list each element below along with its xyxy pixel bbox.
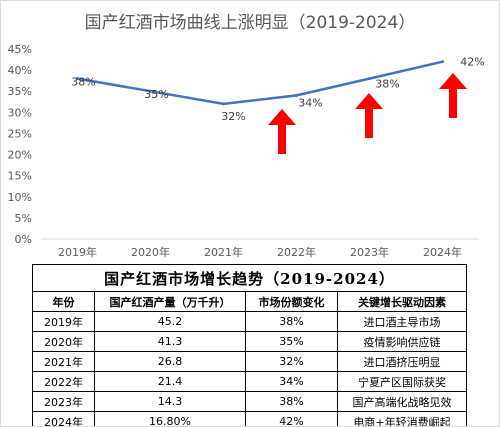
- data-point: [295, 93, 298, 97]
- table-cell: 2023年: [32, 391, 95, 412]
- data-table: 国产红酒市场增长趋势（2019-2024） 年份 国产红酒产量（万千升） 市场份…: [31, 264, 468, 426]
- x-tick-label: 2021年: [204, 245, 243, 259]
- y-tick-label: 35%: [8, 85, 32, 98]
- table-cell: 42%: [245, 411, 338, 426]
- table-cell: 国产高端化战略见效: [336, 391, 468, 412]
- chart-plot: 0% 5% 10% 15% 20% 25% 30% 35% 40% 45% 2019年 2020年 20…: [8, 43, 485, 259]
- data-label: 38%: [375, 78, 399, 91]
- y-tick-label: 45%: [8, 43, 32, 56]
- y-tick-label: 0%: [15, 233, 32, 246]
- series-line: [77, 60, 443, 106]
- table-cell: 进口酒主导市场: [336, 311, 468, 332]
- table-cell: 32%: [245, 351, 338, 372]
- y-tick-label: 30%: [8, 106, 32, 119]
- table-row: 2020年 41.3 35% 疫情影响供应链: [32, 331, 468, 352]
- table-cell: 2021年: [32, 351, 95, 372]
- table-cell: 21.4: [94, 371, 246, 392]
- data-label: 38%: [71, 76, 95, 89]
- x-tick-label: 2022年: [277, 245, 316, 259]
- table-header-row: 年份 国产红酒产量（万千升） 市场份额变化 关键增长驱动因素: [32, 291, 468, 312]
- table-cell: 2022年: [32, 371, 95, 392]
- up-arrow-icon: [268, 109, 296, 154]
- y-tick-label: 10%: [8, 191, 32, 204]
- table-cell: 16.80%: [94, 411, 246, 426]
- table-cell: 26.8: [94, 351, 246, 372]
- y-tick-label: 25%: [8, 127, 32, 140]
- x-tick-label: 2019年: [58, 245, 97, 259]
- table-cell: 35%: [245, 331, 338, 352]
- table-header-cell: 年份: [32, 291, 95, 312]
- table-cell: 2024年: [32, 411, 95, 426]
- table-cell: 2019年: [32, 311, 95, 332]
- table-row: 2021年 26.8 32% 进口酒挤压明显: [32, 351, 468, 372]
- table-cell: 45.2: [94, 311, 246, 332]
- data-label: 34%: [298, 96, 322, 109]
- chart-title: 国产红酒市场曲线上涨明显（2019-2024）: [84, 13, 416, 33]
- table-cell: 41.3: [94, 331, 246, 352]
- table-cell: 34%: [245, 371, 338, 392]
- table-cell: 38%: [245, 311, 338, 332]
- table-cell: 疫情影响供应链: [336, 331, 468, 352]
- data-point: [76, 77, 79, 81]
- y-tick-label: 5%: [15, 212, 32, 225]
- data-point: [368, 77, 371, 81]
- table-cell: 38%: [245, 391, 338, 412]
- x-tick-label: 2023年: [350, 245, 389, 259]
- data-point: [222, 102, 225, 106]
- data-label: 32%: [221, 110, 245, 123]
- table-cell: 2020年: [32, 331, 95, 352]
- table-row: 2023年 14.3 38% 国产高端化战略见效: [32, 391, 468, 412]
- y-tick-label: 20%: [8, 149, 32, 162]
- up-arrow-icon: [439, 73, 467, 118]
- y-tick-label: 15%: [8, 170, 32, 183]
- table-title: 国产红酒市场增长趋势（2019-2024）: [31, 264, 468, 292]
- table-cell: 宁夏产区国际获奖: [336, 371, 468, 392]
- table-cell: 电商+年轻消费崛起: [336, 411, 468, 426]
- x-tick-label: 2024年: [423, 245, 462, 259]
- data-point: [441, 60, 444, 64]
- table-header-cell: 国产红酒产量（万千升）: [94, 291, 246, 312]
- up-arrow-icon: [355, 93, 383, 138]
- table-cell: 进口酒挤压明显: [336, 351, 468, 372]
- table-row: 2024年 16.80% 42% 电商+年轻消费崛起: [32, 411, 468, 426]
- table-header-cell: 市场份额变化: [245, 291, 338, 312]
- table-row: 2019年 45.2 38% 进口酒主导市场: [32, 311, 468, 332]
- x-tick-label: 2020年: [131, 245, 170, 259]
- data-label: 35%: [144, 88, 168, 101]
- data-label: 42%: [460, 56, 484, 69]
- table-cell: 14.3: [94, 391, 246, 412]
- data-point: [149, 89, 152, 93]
- y-tick-label: 40%: [8, 64, 32, 77]
- table-header-cell: 关键增长驱动因素: [336, 291, 468, 312]
- table-row: 2022年 21.4 34% 宁夏产区国际获奖: [32, 371, 468, 392]
